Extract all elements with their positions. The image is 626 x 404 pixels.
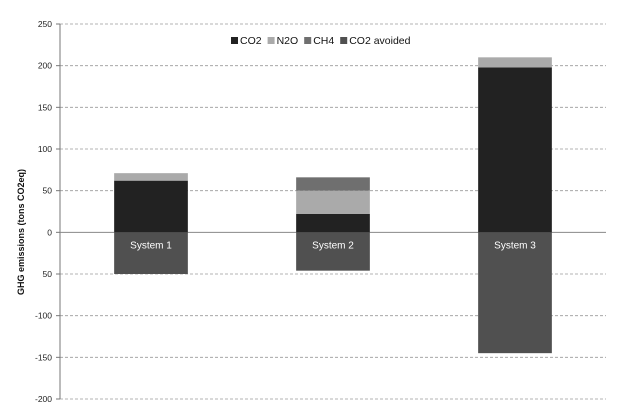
legend-label: N2O	[277, 35, 299, 47]
y-tick-label: -150	[35, 352, 52, 362]
y-axis-title: GHG emissions (tons CO2eq)	[16, 169, 26, 295]
y-tick-label: 50	[43, 186, 53, 196]
y-tick-label: 250	[38, 19, 52, 29]
category-label: System 3	[494, 240, 536, 251]
y-tick-label: 200	[38, 61, 52, 71]
legend-label: CH4	[313, 35, 334, 47]
bars	[114, 57, 552, 354]
bar-segment-co2-avoided	[114, 232, 188, 274]
bar-segment-co2-avoided	[296, 232, 370, 271]
bar-segment-ch4	[296, 177, 370, 191]
legend-swatch	[231, 37, 238, 44]
bar-segment-co2	[114, 180, 188, 233]
category-labels: System 1 System 2 System 3	[130, 240, 536, 251]
bar-segment-n2o	[114, 173, 188, 181]
y-tick-label: 150	[38, 102, 52, 112]
legend-swatch	[304, 37, 312, 44]
bar-segment-co2-avoided	[478, 232, 552, 354]
category-label: System 2	[312, 240, 354, 251]
legend-label: CO2 avoided	[349, 35, 410, 47]
y-tick-label: 0	[47, 227, 52, 237]
legend: CO2 N2O CH4 CO2 avoided	[231, 35, 411, 47]
legend-swatch	[340, 37, 348, 44]
y-tick-label: 100	[38, 144, 52, 154]
bar-segment-n2o	[478, 57, 552, 68]
bar-segment-co2	[478, 67, 552, 233]
y-tick-label: -200	[35, 394, 52, 404]
legend-swatch	[267, 37, 275, 44]
bar-segment-co2	[296, 214, 370, 233]
category-label: System 1	[130, 240, 172, 251]
bar-segment-n2o	[296, 190, 370, 214]
legend-label: CO2	[240, 35, 262, 47]
y-tick-label: -100	[35, 311, 52, 321]
y-tick-label: 50	[43, 269, 53, 279]
